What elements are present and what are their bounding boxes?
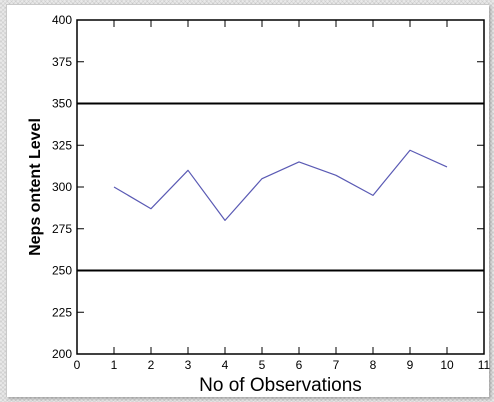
y-tick-label: 250 <box>52 264 72 278</box>
x-tick-label: 1 <box>111 358 118 372</box>
y-tick-label: 225 <box>52 305 72 319</box>
x-tick-label: 11 <box>478 358 491 372</box>
x-tick-label: 9 <box>407 358 414 372</box>
tick-labels: 0 1 2 3 4 5 6 7 8 9 10 11 200 225 250 275 300 325 350 375 40… <box>52 13 491 372</box>
x-tick-label: 5 <box>259 358 266 372</box>
x-tick-label: 4 <box>222 358 229 372</box>
y-tick-label: 200 <box>52 347 72 361</box>
plot-area <box>76 19 485 355</box>
x-tick-label: 2 <box>148 358 155 372</box>
x-tick-label: 0 <box>74 358 81 372</box>
x-tick-label: 7 <box>333 358 340 372</box>
x-tick-label: 6 <box>296 358 303 372</box>
y-tick-label: 300 <box>52 180 72 194</box>
y-tick-label: 400 <box>52 13 72 27</box>
y-axis-label: Neps ontent Level <box>27 118 44 256</box>
y-tick-label: 375 <box>52 55 72 69</box>
x-tick-label: 8 <box>370 358 377 372</box>
chart-frame <box>6 4 489 397</box>
tick-marks <box>76 19 485 355</box>
y-tick-label: 325 <box>52 138 72 152</box>
x-tick-label: 3 <box>185 358 192 372</box>
x-axis-label: No of Observations <box>199 375 362 396</box>
x-tick-label: 10 <box>440 358 454 372</box>
control-limits <box>77 102 484 272</box>
y-tick-label: 275 <box>52 222 72 236</box>
y-tick-label: 350 <box>52 97 72 111</box>
data-series <box>113 149 448 221</box>
series-line <box>113 149 448 221</box>
